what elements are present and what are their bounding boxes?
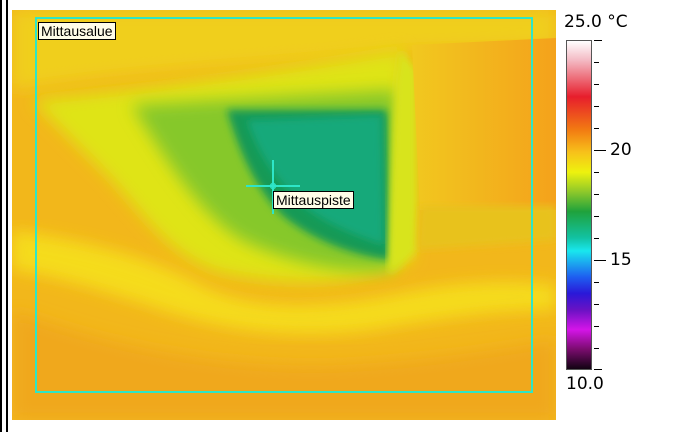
upper-warm-band [12, 10, 556, 90]
lower-ribbon [12, 230, 556, 334]
scale-max-label: 25.0 °C [564, 12, 628, 32]
left-border-line [0, 0, 2, 432]
tick-minor [594, 304, 599, 305]
tick-major [594, 369, 602, 370]
tick-minor [594, 84, 599, 85]
measurement-area-box[interactable] [35, 17, 533, 393]
right-wall-zone [412, 38, 556, 210]
tick-major [594, 40, 602, 41]
scale-tick-label-20: 20 [610, 140, 632, 160]
tick-major [594, 150, 606, 151]
thermal-image[interactable] [12, 10, 556, 420]
thermal-image-canvas [12, 10, 556, 420]
tick-minor [594, 62, 599, 63]
temperature-colorbar [566, 40, 592, 370]
tick-minor [594, 348, 599, 349]
colorbar-ticks [594, 40, 606, 370]
tick-minor [594, 172, 599, 173]
measurement-area-label[interactable]: Mittausalue [38, 22, 116, 40]
left-border-line-inner [6, 0, 8, 432]
tick-minor [594, 106, 599, 107]
tick-minor [594, 282, 599, 283]
right-wall-lower [417, 206, 556, 250]
scale-min-label: 10.0 [566, 374, 604, 394]
measurement-spot-label[interactable]: Mittauspiste [273, 191, 354, 209]
tick-minor [594, 194, 599, 195]
tick-minor [594, 326, 599, 327]
tick-minor [594, 238, 599, 239]
frame-edge-highlight [388, 50, 417, 275]
tick-minor [594, 128, 599, 129]
tick-minor [594, 216, 599, 217]
scale-tick-label-15: 15 [610, 250, 632, 270]
cold-core-inner [247, 115, 384, 245]
tick-major [594, 260, 606, 261]
